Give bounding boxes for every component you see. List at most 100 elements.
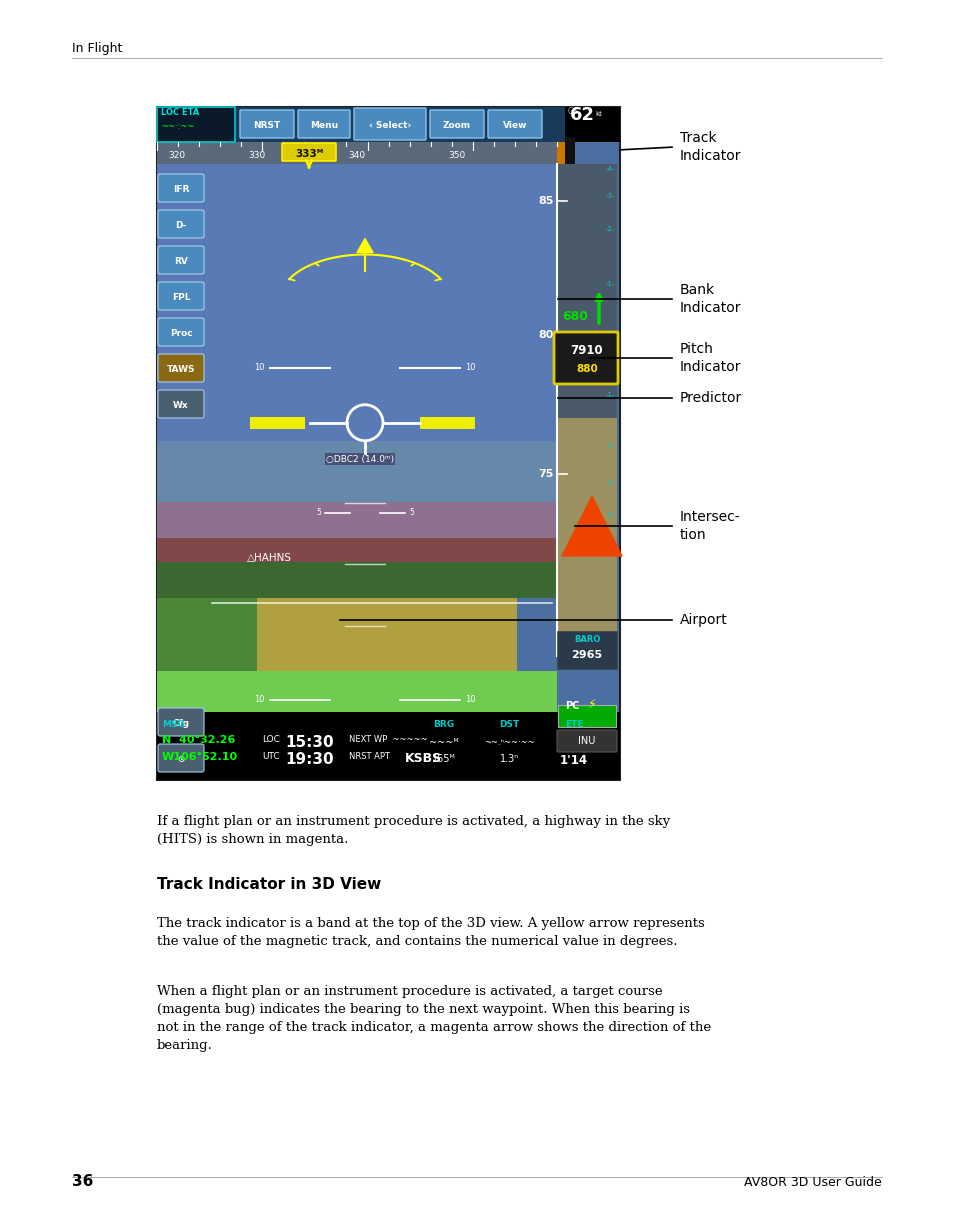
Text: 10: 10 (254, 696, 265, 704)
Bar (157, 107, 619, 780)
Text: MSG: MSG (162, 720, 185, 729)
Text: -1-: -1- (605, 391, 615, 398)
Text: N  40°32.26: N 40°32.26 (162, 735, 235, 745)
Text: -3-: -3- (605, 480, 615, 486)
Text: Cfg: Cfg (172, 719, 190, 728)
Text: RV: RV (173, 256, 188, 265)
Text: 880: 880 (576, 364, 598, 374)
FancyBboxPatch shape (240, 110, 294, 137)
Text: W106°52.10: W106°52.10 (162, 752, 238, 762)
Text: 330: 330 (248, 151, 265, 161)
Polygon shape (561, 496, 621, 556)
Text: -1-: -1- (605, 281, 615, 287)
Text: UTC: UTC (262, 752, 279, 761)
FancyBboxPatch shape (488, 110, 541, 137)
Text: 320: 320 (169, 151, 186, 161)
Bar (558, 706, 616, 728)
Text: 5: 5 (409, 508, 414, 518)
Text: Zoom: Zoom (442, 120, 471, 130)
Text: ⊙: ⊙ (177, 755, 185, 763)
Text: 10: 10 (464, 696, 475, 704)
Text: -3-: -3- (605, 194, 615, 199)
Text: kt: kt (595, 110, 601, 117)
Bar (557, 631, 617, 669)
Bar (557, 142, 564, 164)
Bar (157, 142, 557, 164)
Text: △HAHNS: △HAHNS (247, 553, 292, 563)
FancyBboxPatch shape (430, 110, 483, 137)
Text: NEXT WP  ~~~~~: NEXT WP ~~~~~ (349, 735, 427, 744)
Text: 7910: 7910 (570, 345, 602, 357)
FancyBboxPatch shape (158, 318, 204, 346)
FancyBboxPatch shape (158, 355, 204, 382)
Text: 36: 36 (71, 1174, 93, 1189)
Bar (250, 417, 305, 428)
Text: The track indicator is a band at the top of the 3D view. A yellow arrow represen: The track indicator is a band at the top… (157, 917, 704, 948)
Text: Predictor: Predictor (679, 391, 741, 405)
Text: Bank
Indicator: Bank Indicator (679, 283, 740, 314)
Bar (557, 418, 617, 655)
Text: DST: DST (498, 720, 518, 729)
Text: 680: 680 (561, 309, 587, 323)
Text: If a flight plan or an instrument procedure is activated, a highway in the sky
(: If a flight plan or an instrument proced… (157, 815, 670, 845)
FancyBboxPatch shape (158, 708, 204, 736)
Text: IFR: IFR (172, 184, 189, 194)
Text: 350: 350 (448, 151, 465, 161)
Bar (157, 562, 557, 598)
Text: LOC: LOC (262, 735, 279, 744)
Text: 10: 10 (464, 363, 475, 372)
FancyBboxPatch shape (158, 210, 204, 238)
FancyBboxPatch shape (158, 174, 204, 202)
Bar (419, 417, 475, 428)
FancyBboxPatch shape (158, 744, 204, 772)
Text: -2-: -2- (605, 226, 615, 232)
Text: D-: D- (175, 221, 187, 229)
Polygon shape (356, 238, 373, 253)
Text: NRST APT: NRST APT (349, 752, 390, 761)
Text: ○DBC2 (14.0ᵐ): ○DBC2 (14.0ᵐ) (326, 455, 394, 464)
Text: Track Indicator in 3D View: Track Indicator in 3D View (157, 877, 381, 892)
Bar (157, 440, 557, 502)
FancyBboxPatch shape (557, 730, 617, 752)
Text: Wx: Wx (173, 400, 189, 410)
Bar (557, 164, 617, 418)
Bar (157, 107, 619, 142)
Text: Proc: Proc (170, 329, 193, 337)
Text: 333ᴹ: 333ᴹ (294, 148, 323, 160)
Text: Pitch
Indicator: Pitch Indicator (679, 342, 740, 374)
Text: 15:30: 15:30 (285, 735, 334, 750)
Text: ⚡: ⚡ (587, 698, 597, 710)
Text: 10: 10 (254, 363, 265, 372)
Bar (564, 137, 575, 337)
Text: -2-: -2- (605, 443, 615, 449)
Text: TAWS: TAWS (167, 364, 195, 373)
Bar (157, 671, 557, 780)
Text: NRST: NRST (253, 120, 280, 130)
Text: LOC ETA: LOC ETA (161, 108, 199, 117)
Text: ~~~ᴹ: ~~~ᴹ (429, 737, 458, 748)
Text: KSBS: KSBS (405, 752, 441, 764)
Text: ‹ Select›: ‹ Select› (369, 120, 411, 130)
Bar (157, 164, 557, 440)
Text: 62: 62 (569, 106, 595, 124)
Bar (256, 598, 517, 671)
Bar (157, 107, 234, 142)
Text: Intersec-
tion: Intersec- tion (679, 510, 740, 541)
FancyBboxPatch shape (158, 282, 204, 310)
Text: 165ᴹ: 165ᴹ (432, 755, 456, 764)
Text: Menu: Menu (310, 120, 337, 130)
Text: 340: 340 (348, 151, 365, 161)
Text: ETE: ETE (564, 720, 582, 729)
Text: In Flight: In Flight (71, 42, 122, 55)
Bar (157, 712, 619, 780)
Text: 1'14: 1'14 (559, 755, 587, 767)
FancyBboxPatch shape (554, 333, 618, 384)
FancyBboxPatch shape (158, 245, 204, 274)
Bar (157, 537, 557, 562)
Bar (157, 502, 557, 537)
Text: When a flight plan or an instrument procedure is activated, a target course
(mag: When a flight plan or an instrument proc… (157, 985, 710, 1052)
Text: PC: PC (564, 701, 578, 710)
Text: 85: 85 (538, 196, 554, 206)
Text: ~~·:~~: ~~·:~~ (161, 121, 194, 131)
FancyBboxPatch shape (297, 110, 350, 137)
